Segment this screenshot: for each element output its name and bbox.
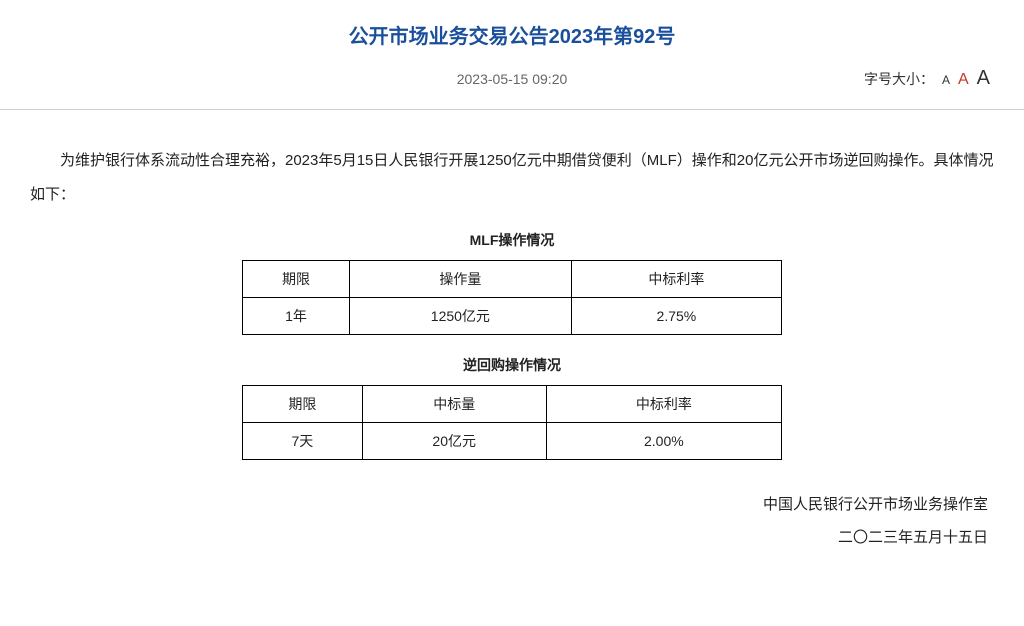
- header-divider: [0, 109, 1024, 110]
- intro-line-2: 如下：: [30, 180, 994, 210]
- mlf-table: 期限 操作量 中标利率 1年 1250亿元 2.75%: [242, 260, 782, 335]
- document-page: 公开市场业务交易公告2023年第92号 2023-05-15 09:20 字号大…: [0, 0, 1024, 554]
- meta-row: 2023-05-15 09:20 字号大小： A A A: [30, 71, 994, 99]
- cell: 20亿元: [362, 423, 546, 460]
- font-size-large-button[interactable]: A: [977, 67, 990, 90]
- table-row: 7天 20亿元 2.00%: [243, 423, 782, 460]
- table-row: 期限 中标量 中标利率: [243, 386, 782, 423]
- cell: 1250亿元: [349, 298, 571, 335]
- signature-org: 中国人民银行公开市场业务操作室: [30, 488, 988, 521]
- page-title: 公开市场业务交易公告2023年第92号: [30, 20, 994, 49]
- table-row: 期限 操作量 中标利率: [243, 261, 782, 298]
- cell: 2.75%: [571, 298, 781, 335]
- table2-wrap: 期限 中标量 中标利率 7天 20亿元 2.00%: [30, 385, 994, 460]
- font-size-control: 字号大小： A A A: [864, 67, 990, 90]
- col-header: 期限: [243, 386, 363, 423]
- col-header: 操作量: [349, 261, 571, 298]
- table-row: 1年 1250亿元 2.75%: [243, 298, 782, 335]
- intro-line-1: 为维护银行体系流动性合理充裕，2023年5月15日人民银行开展1250亿元中期借…: [30, 146, 994, 176]
- publish-timestamp: 2023-05-15 09:20: [457, 71, 568, 87]
- signature-block: 中国人民银行公开市场业务操作室 二〇二三年五月十五日: [30, 488, 994, 554]
- signature-date: 二〇二三年五月十五日: [30, 521, 988, 554]
- font-size-medium-button[interactable]: A: [958, 71, 969, 89]
- table1-title: MLF操作情况: [30, 230, 994, 250]
- table1-wrap: 期限 操作量 中标利率 1年 1250亿元 2.75%: [30, 260, 994, 335]
- col-header: 中标利率: [571, 261, 781, 298]
- cell: 7天: [243, 423, 363, 460]
- cell: 2.00%: [546, 423, 781, 460]
- col-header: 中标利率: [546, 386, 781, 423]
- font-size-small-button[interactable]: A: [942, 73, 950, 87]
- font-size-label: 字号大小：: [864, 69, 934, 89]
- col-header: 中标量: [362, 386, 546, 423]
- reverse-repo-table: 期限 中标量 中标利率 7天 20亿元 2.00%: [242, 385, 782, 460]
- cell: 1年: [243, 298, 350, 335]
- col-header: 期限: [243, 261, 350, 298]
- table2-title: 逆回购操作情况: [30, 355, 994, 375]
